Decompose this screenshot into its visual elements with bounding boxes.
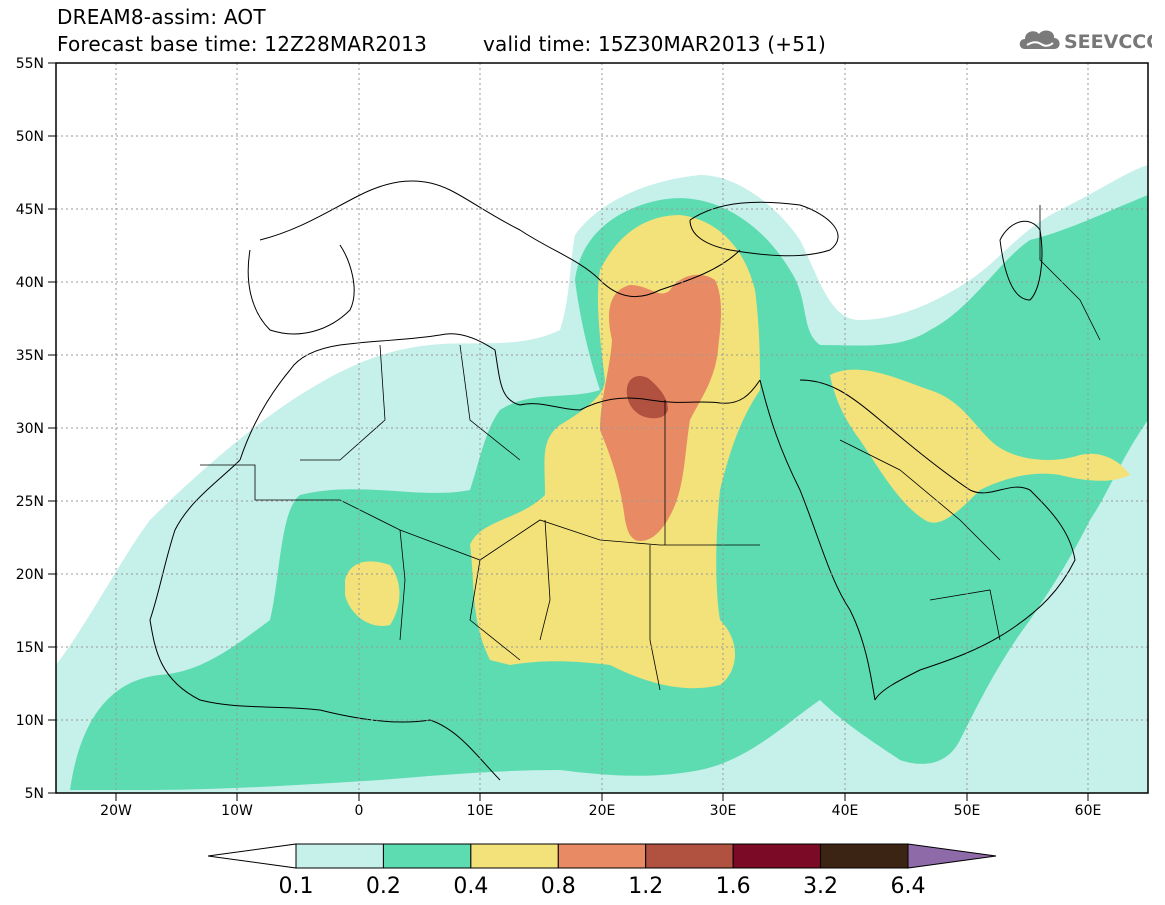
lon-label: 0 [355, 803, 364, 819]
lat-label: 20N [16, 567, 44, 583]
coast-caspian [999, 220, 1043, 301]
colorbar-cell [820, 843, 909, 869]
colorbar: 0.1 0.2 0.4 0.8 1.2 1.6 3.2 6.4 [207, 843, 997, 899]
country-borders [200, 205, 1101, 691]
lat-label: 55N [16, 56, 44, 72]
coast-europe [259, 180, 741, 298]
map-gridlines [56, 63, 1148, 793]
colorbar-label: 1.2 [628, 874, 663, 899]
lon-label: 10W [221, 803, 253, 819]
lon-label: 40E [832, 803, 859, 819]
lat-label: 10N [16, 713, 44, 729]
colorbar-cells [295, 843, 909, 869]
lon-labels: 20W 10W 0 10E 20E 30E 40E 50E 60E [100, 803, 1101, 819]
seevccc-logo: SEEVCCC [1017, 23, 1160, 57]
coast-west-africa [149, 459, 501, 781]
lat-label: 30N [16, 421, 44, 437]
lon-label: 20W [100, 803, 132, 819]
lat-label: 15N [16, 640, 44, 656]
colorbar-label: 6.4 [891, 874, 926, 899]
lat-label: 25N [16, 494, 44, 510]
lat-labels: 55N 50N 45N 40N 35N 30N 25N 20N 15N 10N … [16, 56, 44, 802]
lon-label: 30E [710, 803, 737, 819]
colorbar-cell [470, 843, 559, 869]
valid-time: valid time: 15Z30MAR2013 (+51) [483, 32, 827, 56]
colorbar-cell [732, 843, 822, 869]
aot-contour-1.2 [626, 375, 668, 419]
colorbar-cell [645, 843, 734, 869]
forecast-base-time: Forecast base time: 12Z28MAR2013 [57, 32, 428, 56]
colorbar-label: 0.2 [366, 874, 401, 899]
coast-arabia [799, 379, 1076, 701]
map-title: DREAM8-assim: AOT [57, 5, 266, 29]
colorbar-label: 1.6 [716, 874, 751, 899]
coastlines [149, 180, 1076, 781]
lat-label: 40N [16, 275, 44, 291]
coast-north-africa [239, 333, 761, 461]
colorbar-labels: 0.1 0.2 0.4 0.8 1.2 1.6 3.2 6.4 [279, 874, 926, 899]
colorbar-cell [295, 843, 384, 869]
colorbar-cell [382, 843, 472, 869]
lon-label: 50E [954, 803, 981, 819]
colorbar-label: 0.1 [279, 874, 314, 899]
colorbar-cell [557, 843, 647, 869]
colorbar-label: 0.8 [541, 874, 576, 899]
colorbar-over-arrow [907, 843, 997, 869]
colorbar-label: 0.4 [453, 874, 488, 899]
lat-label: 45N [16, 202, 44, 218]
coast-black-sea [689, 201, 839, 257]
lon-label: 60E [1075, 803, 1102, 819]
lat-label: 5N [25, 786, 44, 802]
colorbar-under-arrow [207, 843, 297, 869]
cloud-icon [1019, 30, 1060, 49]
lon-label: 10E [467, 803, 494, 819]
lat-label: 50N [16, 129, 44, 145]
coast-red-sea [759, 379, 876, 701]
lat-label: 35N [16, 348, 44, 364]
lat-tick-marks [48, 62, 56, 794]
coast-iberia [247, 244, 355, 335]
logo-text: SEEVCCC [1064, 31, 1152, 53]
colorbar-label: 3.2 [803, 874, 838, 899]
lon-tick-marks [115, 793, 1089, 801]
lon-label: 20E [589, 803, 616, 819]
aot-contour-0.4-gulf [830, 369, 1130, 523]
